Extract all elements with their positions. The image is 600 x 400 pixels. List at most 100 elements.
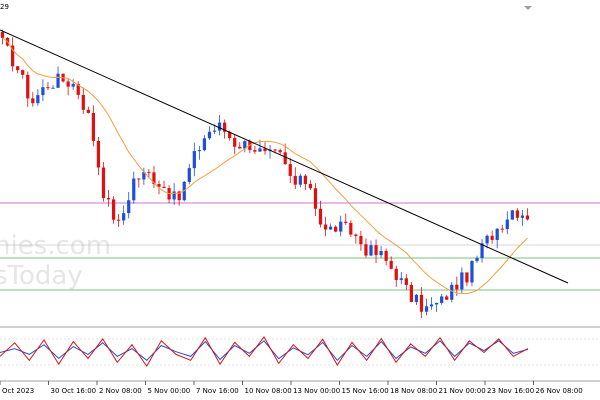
candle-body — [26, 74, 30, 99]
candle-body — [344, 221, 348, 223]
candle-body — [263, 148, 267, 152]
x-tick-label: 5 Nov 00:00 — [148, 387, 191, 395]
x-tick-label: 30 Oct 16:00 — [51, 387, 97, 395]
candle-body — [278, 150, 282, 153]
candle-body — [71, 84, 75, 87]
candle-body — [369, 245, 373, 256]
stochastic-panel — [0, 335, 600, 368]
candle-body — [440, 296, 444, 303]
candle-body — [510, 210, 514, 220]
x-axis: Oct 2023 30 Oct 16:00 2 Nov 08:00 5 Nov 00:… — [0, 381, 583, 395]
candle-body — [192, 151, 196, 169]
candle-body — [243, 141, 247, 149]
candle-body — [465, 272, 469, 283]
candle-body — [157, 184, 161, 187]
candle-body — [409, 284, 413, 302]
x-tick-label: 13 Nov 00:00 — [293, 387, 340, 395]
x-tick-label: 18 Nov 08:00 — [390, 387, 437, 395]
candle-body — [223, 122, 227, 132]
candle-body — [359, 235, 363, 245]
candle-body — [308, 184, 313, 189]
candle-body — [364, 244, 368, 256]
watermark-line-2: sToday — [0, 261, 83, 291]
candle-body — [46, 87, 50, 89]
candle-body — [298, 175, 302, 185]
candle-body — [399, 278, 403, 280]
candle-body — [228, 131, 232, 139]
candle-body — [404, 278, 408, 285]
candle-body — [217, 122, 222, 131]
x-tick-label: 7 Nov 16:00 — [196, 387, 239, 395]
candle-body — [111, 199, 116, 220]
candle-body — [490, 235, 494, 240]
candle-body — [283, 152, 287, 165]
candle-body — [172, 191, 176, 200]
candle-body — [389, 260, 393, 269]
candle-body — [525, 215, 530, 220]
candle-body — [202, 138, 207, 151]
candle-body — [273, 149, 277, 151]
candle-body — [41, 87, 45, 96]
candle-body — [379, 251, 383, 256]
candle-body — [86, 109, 90, 113]
candle-body — [455, 284, 459, 290]
candle-body — [414, 294, 419, 302]
candle-body — [339, 221, 343, 232]
candle-body — [323, 224, 328, 230]
candlestick-series — [0, 29, 530, 318]
candle-body — [197, 150, 201, 152]
horizontal-levels — [0, 202, 600, 291]
candle-body — [233, 138, 237, 147]
candle-body — [429, 304, 434, 307]
candle-body — [81, 94, 85, 110]
candle-body — [142, 172, 146, 180]
candle-body — [16, 66, 20, 71]
candle-body — [435, 302, 439, 305]
candle-body — [485, 235, 489, 244]
candle-body — [122, 213, 126, 221]
trendline — [0, 29, 569, 284]
candle-body — [349, 222, 353, 235]
x-tick-label: 26 Nov 08:00 — [536, 387, 583, 395]
candle-body — [36, 95, 40, 104]
candle-body — [445, 296, 449, 300]
candle-body — [207, 131, 212, 139]
stoch-main-line — [0, 335, 529, 368]
candle-body — [132, 178, 136, 201]
candle-body — [51, 87, 55, 89]
candle-body — [76, 84, 80, 95]
chart-shift-marker-icon — [524, 6, 532, 10]
candle-body — [96, 140, 101, 168]
stoch-signal-line — [0, 340, 529, 362]
candle-body — [258, 148, 262, 152]
candle-body — [101, 167, 106, 199]
candle-body — [500, 228, 504, 230]
candle-body — [177, 191, 181, 201]
watermark: nies.com sToday — [0, 231, 111, 291]
candle-body — [253, 150, 257, 152]
candle-body — [475, 258, 479, 262]
candle-body — [374, 245, 378, 256]
candle-body — [394, 268, 398, 280]
candle-body — [147, 172, 151, 174]
candle-body — [303, 175, 307, 185]
candle-body — [238, 146, 242, 149]
candle-body — [137, 178, 141, 180]
x-tick-label: 15 Nov 16:00 — [342, 387, 389, 395]
candle-body — [470, 261, 474, 283]
x-tick-label: 2 Nov 08:00 — [99, 387, 142, 395]
candle-body — [117, 219, 121, 221]
window-title-fragment: 29 — [0, 3, 9, 11]
candle-body — [56, 73, 60, 88]
watermark-line-1: nies.com — [0, 231, 111, 261]
candle-body — [127, 200, 131, 214]
candle-body — [106, 198, 111, 200]
candle-body — [66, 81, 70, 87]
candle-body — [354, 234, 358, 236]
candle-body — [293, 175, 297, 185]
x-tick-label: Oct 2023 — [2, 387, 34, 395]
candle-body — [313, 188, 318, 209]
candle-body — [460, 272, 464, 290]
candle-body — [520, 215, 525, 218]
